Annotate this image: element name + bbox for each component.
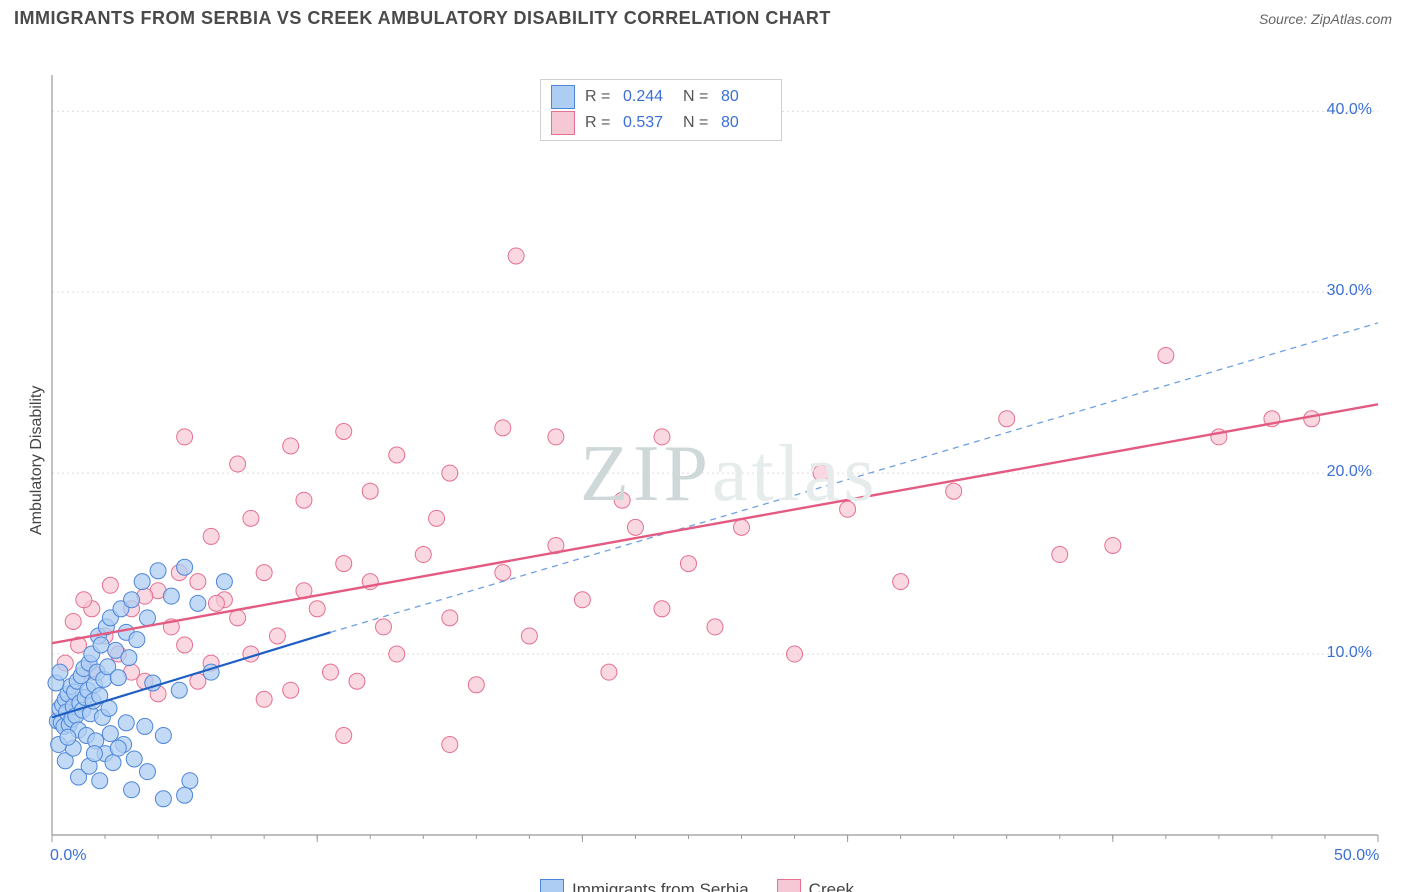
legend-n-value: 80 <box>721 114 771 132</box>
chart-title: IMMIGRANTS FROM SERBIA VS CREEK AMBULATO… <box>14 8 831 29</box>
legend-swatch <box>540 879 564 892</box>
y-tick-label: 30.0% <box>1327 282 1372 300</box>
scatter-chart <box>0 29 1406 885</box>
y-tick-label: 10.0% <box>1327 644 1372 662</box>
legend-n-label: N = <box>683 114 711 132</box>
chart-area: ZIPatlas Ambulatory Disability R =0.244N… <box>0 29 1406 885</box>
legend-n-label: N = <box>683 88 711 106</box>
source-name: ZipAtlas.com <box>1311 11 1392 27</box>
legend-label: Creek <box>809 880 854 892</box>
x-tick-label: 50.0% <box>1334 847 1379 865</box>
legend-n-value: 80 <box>721 88 771 106</box>
y-tick-label: 20.0% <box>1327 463 1372 481</box>
legend-swatch <box>777 879 801 892</box>
x-tick-label: 0.0% <box>50 847 86 865</box>
series-legend: Immigrants from Serbia Creek <box>540 879 854 892</box>
legend-item-creek: Creek <box>777 879 854 892</box>
legend-r-label: R = <box>585 88 613 106</box>
legend-item-serbia: Immigrants from Serbia <box>540 879 749 892</box>
legend-row-creek: R = 0.537 N = 80 <box>551 110 771 136</box>
legend-swatch <box>551 111 575 135</box>
legend-r-value: 0.537 <box>623 114 673 132</box>
legend-r-label: R = <box>585 114 613 132</box>
correlation-legend: R = 0.244 N = 80 R = 0.537 N = 80 <box>540 79 782 141</box>
y-tick-label: 40.0% <box>1327 101 1372 119</box>
chart-source: Source: ZipAtlas.com <box>1259 11 1392 27</box>
chart-header: IMMIGRANTS FROM SERBIA VS CREEK AMBULATO… <box>0 0 1406 29</box>
legend-label: Immigrants from Serbia <box>572 880 749 892</box>
legend-row-serbia: R = 0.244 N = 80 <box>551 84 771 110</box>
source-prefix: Source: <box>1259 11 1311 27</box>
series-creek <box>57 248 1319 753</box>
legend-swatch <box>551 85 575 109</box>
y-axis-label: Ambulatory Disability <box>28 386 46 535</box>
legend-r-value: 0.244 <box>623 88 673 106</box>
